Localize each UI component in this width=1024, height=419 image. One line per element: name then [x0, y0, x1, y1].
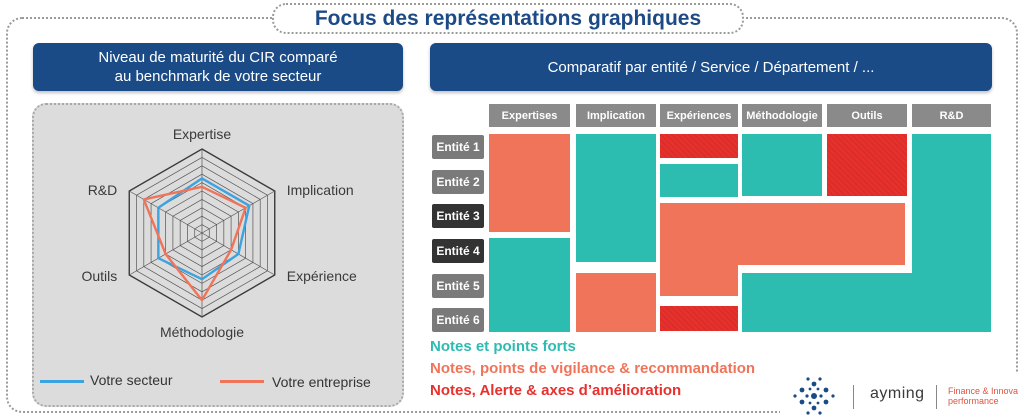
- radar-chart: Expertise Implication Expérience Méthodolog…: [81, 126, 357, 340]
- matrix-block-experiences-orange-lower: [660, 265, 738, 296]
- row-header-entite-3: Entité 3: [432, 204, 484, 228]
- maturity-banner-line2: au benchmark de votre secteur: [114, 68, 322, 85]
- radar-spoke: [201, 190, 275, 234]
- logo-separator-1: [853, 385, 854, 409]
- comparison-banner: Comparatif par entité / Service / Départ…: [430, 43, 992, 91]
- ayming-logo-icon: [793, 377, 835, 415]
- radar-axis-label: R&D: [88, 182, 118, 198]
- column-header-expertises: Expertises: [489, 104, 570, 127]
- maturity-banner-line1: Niveau de maturité du CIR comparé: [98, 49, 338, 66]
- brand-tagline-line2: performance: [948, 396, 999, 406]
- matrix-block-expertises-orange: [489, 134, 570, 232]
- column-header-experiences: Expériences: [660, 104, 738, 127]
- radar-axis-label: Implication: [287, 182, 354, 198]
- matrix-block-expertises-teal: [489, 238, 570, 332]
- note-alert: Notes, Alerte & axes d’amélioration: [430, 382, 682, 399]
- column-header-implication: Implication: [576, 104, 656, 127]
- column-header-outils: Outils: [827, 104, 907, 127]
- matrix-block-center-orange: [660, 203, 905, 265]
- matrix-block-implication-teal: [576, 134, 656, 262]
- row-header-entite-2: Entité 2: [432, 170, 484, 194]
- radar-axis-label: Outils: [81, 268, 117, 284]
- radar-axis-label: Méthodologie: [160, 324, 244, 340]
- note-vigilance: Notes, points de vigilance & recommandat…: [430, 360, 756, 377]
- matrix-block-experiences-teal: [660, 164, 738, 197]
- matrix-block-methodologie-teal: [742, 134, 822, 196]
- page-title: Focus des représentations graphiques: [272, 3, 744, 34]
- row-header-entite-6: Entité 6: [432, 308, 484, 332]
- radar-axis-label: Expertise: [173, 126, 232, 142]
- legend-label-company: Votre entreprise: [272, 374, 371, 390]
- matrix-block-implication-orange: [576, 273, 656, 332]
- brand-name: ayming: [870, 385, 925, 402]
- legend-line-company: [220, 380, 264, 383]
- matrix-block-outils-red: [827, 134, 907, 196]
- radar-spoke: [129, 190, 203, 234]
- logo-separator-2: [936, 385, 937, 409]
- matrix-block-experiences-red-bottom: [660, 306, 738, 331]
- maturity-banner: Niveau de maturité du CIR comparé au ben…: [33, 43, 403, 91]
- column-header-methodologie: Méthodologie: [742, 104, 822, 127]
- radar-axis-label: Expérience: [287, 268, 357, 284]
- row-header-entite-1: Entité 1: [432, 135, 484, 159]
- matrix-block-bottom-teal: [742, 273, 991, 332]
- row-header-entite-5: Entité 5: [432, 274, 484, 298]
- brand-tagline: Finance & Innova performance: [948, 386, 1024, 406]
- legend-line-sector: [40, 380, 84, 383]
- radar-series-sector: [157, 177, 251, 281]
- note-strengths: Notes et points forts: [430, 338, 576, 355]
- brand-tagline-line1: Finance & Innova: [948, 386, 1019, 396]
- matrix-block-experiences-red-top: [660, 134, 738, 158]
- radar-series-company: [142, 185, 247, 302]
- row-header-entite-4: Entité 4: [432, 239, 484, 263]
- legend-label-sector: Votre secteur: [90, 372, 173, 388]
- radar-chart-panel: Expertise Implication Expérience Méthodolog…: [32, 103, 404, 407]
- column-header-rd: R&D: [912, 104, 991, 127]
